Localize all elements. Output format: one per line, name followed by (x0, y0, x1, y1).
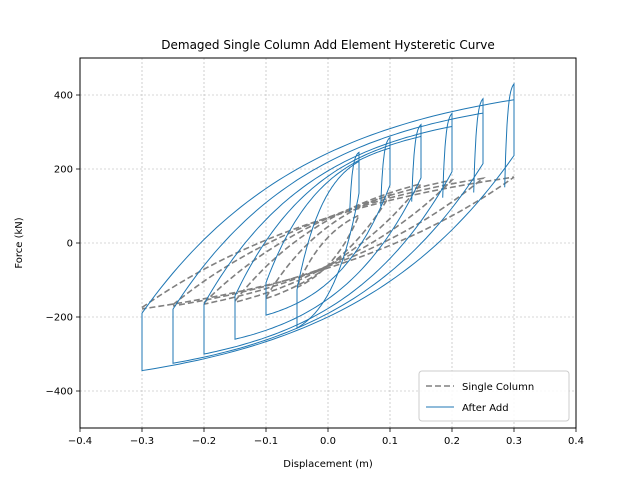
after-add-loop (265, 136, 391, 316)
x-tick-label: 0.0 (320, 436, 336, 447)
ticks: −0.4 −0.3 −0.2 −0.1 0.0 0.1 0.2 0.3 0.4 −400 −200 0… (46, 91, 584, 448)
x-tick-label: 0.2 (444, 436, 460, 447)
y-tick-label: 200 (54, 165, 73, 176)
after-add-loop (141, 82, 515, 372)
x-tick-label: −0.3 (130, 436, 154, 447)
x-tick-label: −0.2 (192, 436, 216, 447)
x-tick-label: −0.4 (68, 436, 92, 447)
series-layer (141, 82, 515, 372)
single-column-loop (203, 178, 455, 305)
x-axis-label: Displacement (m) (283, 459, 373, 470)
legend-label-after-add: After Add (462, 403, 509, 414)
legend: Single Column After Add (418, 370, 570, 422)
after-add-loop (203, 112, 453, 355)
legend-box (418, 370, 570, 422)
after-add-loop (172, 97, 484, 364)
x-tick-label: 0.1 (382, 436, 398, 447)
y-tick-label: 0 (67, 239, 73, 250)
y-tick-label: −200 (46, 313, 73, 324)
x-tick-label: 0.4 (568, 436, 584, 447)
chart-title: Demaged Single Column Add Element Hyster… (161, 38, 495, 52)
y-tick-label: 400 (54, 91, 73, 102)
y-tick-label: −400 (46, 387, 73, 398)
x-tick-label: 0.3 (506, 436, 522, 447)
y-axis-label: Force (kN) (14, 217, 25, 268)
legend-label-single-column: Single Column (462, 382, 534, 393)
x-tick-label: −0.1 (254, 436, 278, 447)
after-add-loop (234, 123, 422, 340)
single-column-loop (234, 182, 424, 303)
after-add-loop (296, 151, 360, 329)
